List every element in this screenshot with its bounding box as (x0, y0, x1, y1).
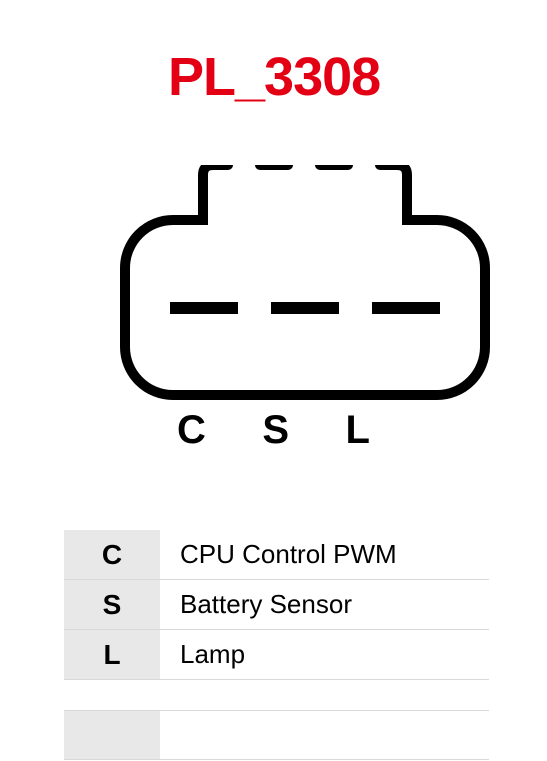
legend-row: S Battery Sensor (64, 580, 489, 630)
connector-body-gap (208, 213, 402, 227)
pin-labels-row: C S L (0, 408, 547, 453)
legend-row: L Lamp (64, 630, 489, 680)
part-number-title: PL_3308 (168, 46, 380, 108)
pin-label-c: C (177, 408, 206, 453)
connector-diagram (120, 165, 490, 410)
legend-symbol: L (64, 630, 160, 679)
empty-legend-row (64, 710, 489, 760)
legend-symbol: C (64, 530, 160, 579)
legend-symbol: S (64, 580, 160, 629)
empty-symbol-cell (64, 711, 160, 759)
legend-description: Lamp (160, 639, 489, 670)
legend-description: Battery Sensor (160, 589, 489, 620)
legend-table: C CPU Control PWM S Battery Sensor L Lam… (64, 530, 489, 680)
pin-label-s: S (262, 408, 289, 453)
legend-row: C CPU Control PWM (64, 530, 489, 580)
legend-description: CPU Control PWM (160, 539, 489, 570)
pin-label-l: L (346, 408, 370, 453)
